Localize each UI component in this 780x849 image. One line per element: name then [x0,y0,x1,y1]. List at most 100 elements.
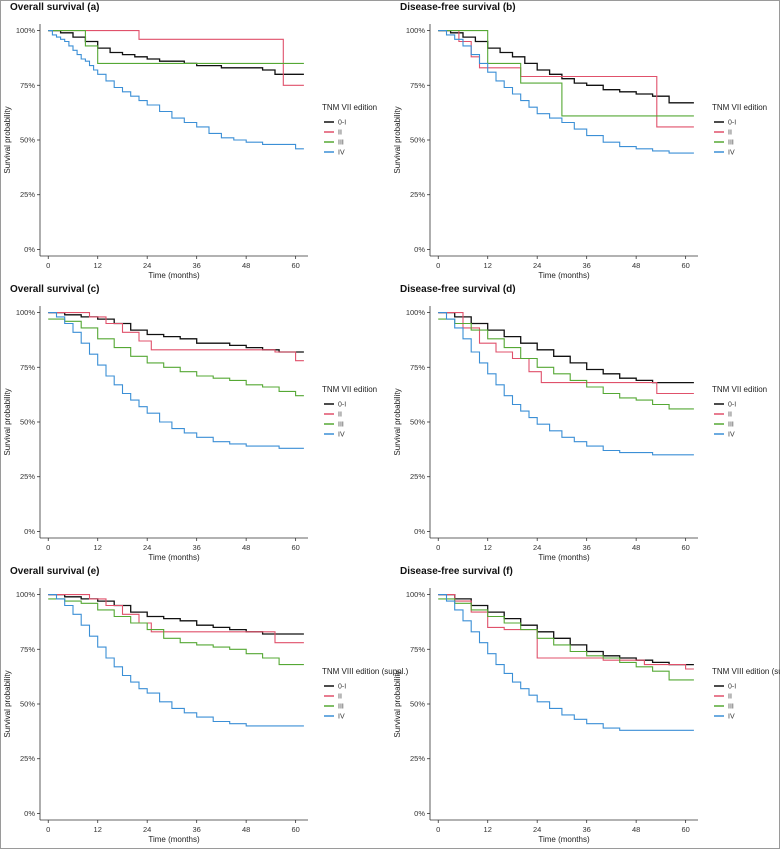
y-axis-label: Survival probability [3,106,12,173]
km-plot: 0 12 24 36 48 60 0% 25% 50% 75% 100% Time (months) S… [393,306,767,562]
x-axis-label: Time (months) [148,271,200,280]
legend-label: II [728,412,732,419]
x-tick-label: 24 [533,261,541,270]
y-tick-label: 100% [406,590,426,599]
x-tick-label: 60 [291,261,299,270]
legend-title: TNM VII edition [712,103,767,112]
x-tick-label: 36 [583,825,591,834]
legend-label: III [728,422,734,429]
y-tick-label: 75% [410,363,425,372]
x-tick-label: 48 [242,825,250,834]
y-tick-label: 0% [24,245,35,254]
y-axis-label: Survival probability [393,388,402,455]
legend-title: TNM VII edition [322,385,377,394]
km-curve-iv [438,30,694,154]
km-curve-iv [438,594,694,731]
y-tick-label: 0% [24,527,35,536]
x-tick-label: 0 [436,825,440,834]
legend-label: II [728,130,732,137]
x-tick-label: 12 [94,261,102,270]
km-plot: 0 12 24 36 48 60 0% 25% 50% 75% 100% Time (months) S… [3,588,409,844]
y-tick-label: 50% [20,700,35,709]
x-tick-label: 24 [143,261,151,270]
km-curve-0-i [48,593,304,635]
km-curve-ii [438,30,694,128]
y-axis-label: Survival probability [3,388,12,455]
km-curve-ii [48,30,304,86]
legend-label: III [728,704,734,711]
legend-label: IV [338,714,345,721]
x-tick-label: 48 [242,261,250,270]
x-axis-label: Time (months) [148,835,200,844]
km-curve-iii [438,318,694,410]
x-tick-label: 0 [436,543,440,552]
legend-title: TNM VII edition [712,385,767,394]
x-axis-label: Time (months) [538,271,590,280]
legend-label: III [728,140,734,147]
legend-label: II [338,694,342,701]
chart-panel-d: Disease-free survival (d) 0 12 24 36 48 60 0% 2… [390,282,780,562]
legend-label: II [338,412,342,419]
km-plot: 0 12 24 36 48 60 0% 25% 50% 75% 100% Time (months) S… [3,24,377,280]
km-plot: 0 12 24 36 48 60 0% 25% 50% 75% 100% Time (months) S… [393,24,767,280]
x-tick-label: 60 [681,261,689,270]
legend-label: 0-I [338,120,346,127]
x-tick-label: 24 [143,543,151,552]
chart-panel-c: Overall survival (c) 0 12 24 36 48 60 0% 25% 50%… [0,282,390,562]
legend-label: IV [728,432,735,439]
km-curve-ii [48,312,304,362]
x-tick-label: 36 [583,543,591,552]
km-curve-0-i [48,29,304,75]
chart-title: Disease-free survival (d) [400,284,516,295]
chart-panel-f: Disease-free survival (f) 0 12 24 36 48 60 0% 2… [390,564,780,844]
y-tick-label: 100% [406,308,426,317]
chart-title: Disease-free survival (b) [400,2,516,13]
x-tick-label: 60 [291,825,299,834]
x-axis-label: Time (months) [148,553,200,562]
km-curve-0-i [438,593,694,666]
x-tick-label: 12 [484,825,492,834]
y-axis-label: Survival probability [3,670,12,737]
x-tick-label: 36 [193,261,201,270]
legend-label: III [338,140,344,147]
y-tick-label: 75% [20,645,35,654]
km-plot: 0 12 24 36 48 60 0% 25% 50% 75% 100% Time (months) S… [393,588,780,844]
y-tick-label: 0% [414,809,425,818]
chart-panel-a: Overall survival (a) 0 12 24 36 48 60 0% 25% 50%… [0,0,390,280]
km-curve-iv [48,594,304,727]
x-tick-label: 48 [632,825,640,834]
x-tick-label: 24 [143,825,151,834]
legend-label: IV [728,714,735,721]
y-tick-label: 25% [20,190,35,199]
km-curve-iii [48,30,304,64]
y-tick-label: 50% [20,136,35,145]
x-axis-label: Time (months) [538,835,590,844]
y-tick-label: 0% [414,245,425,254]
x-tick-label: 60 [681,543,689,552]
legend-title: TNM VIII edition (suppl.) [322,667,409,676]
x-tick-label: 0 [46,543,50,552]
x-tick-label: 0 [46,261,50,270]
chart-title: Overall survival (a) [10,2,100,13]
legend-label: 0-I [338,684,346,691]
km-curve-0-i [48,311,304,353]
legend-label: III [338,704,344,711]
y-tick-label: 50% [410,136,425,145]
x-tick-label: 24 [533,825,541,834]
legend-label: II [338,130,342,137]
y-tick-label: 25% [410,754,425,763]
km-curve-0-i [438,311,694,384]
chart-title: Overall survival (e) [10,566,100,577]
x-tick-label: 48 [242,543,250,552]
legend-title: TNM VII edition [322,103,377,112]
km-curve-iv [48,312,304,449]
x-tick-label: 60 [291,543,299,552]
x-tick-label: 36 [583,261,591,270]
y-tick-label: 0% [24,809,35,818]
x-tick-label: 0 [46,825,50,834]
y-tick-label: 50% [20,418,35,427]
legend-label: IV [728,150,735,157]
y-tick-label: 100% [406,26,426,35]
km-curve-ii [438,312,694,395]
km-curve-iii [48,318,304,397]
